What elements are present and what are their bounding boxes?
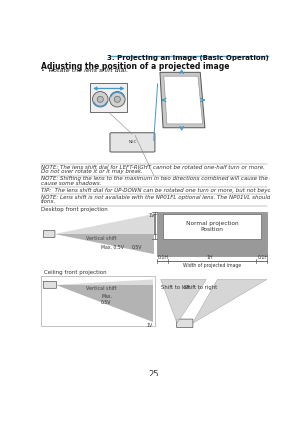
Text: 3. Projecting an Image (Basic Operation): 3. Projecting an Image (Basic Operation)	[107, 55, 268, 60]
Polygon shape	[161, 280, 206, 323]
Text: Do not over rotate it or it may break.: Do not over rotate it or it may break.	[40, 169, 142, 174]
Text: •  Rotate the lens shift dial.: • Rotate the lens shift dial.	[40, 68, 128, 73]
Text: 0.5V: 0.5V	[132, 245, 142, 250]
Text: TIP:  The lens shift dial for UP-DOWN can be rotated one turn or more, but not b: TIP: The lens shift dial for UP-DOWN can…	[40, 188, 300, 193]
Bar	[40, 276, 155, 326]
Polygon shape	[55, 214, 154, 254]
FancyBboxPatch shape	[177, 319, 193, 327]
Circle shape	[114, 96, 120, 102]
Text: 25: 25	[148, 370, 159, 379]
Text: 0.1H: 0.1H	[258, 255, 268, 260]
Text: Ceiling front projection: Ceiling front projection	[44, 270, 106, 275]
Text: Vertical shift: Vertical shift	[85, 286, 116, 291]
Text: NOTE: Lens shift is not available with the NP01FL optional lens. The NP01VL shou: NOTE: Lens shift is not available with t…	[40, 195, 300, 200]
Polygon shape	[55, 234, 154, 254]
Text: NOTE: The lens shift dial for LEFT-RIGHT cannot be rotated one-half turn or more: NOTE: The lens shift dial for LEFT-RIGHT…	[40, 165, 265, 170]
Polygon shape	[160, 72, 205, 128]
Text: 0.1H: 0.1H	[158, 255, 169, 260]
Text: 1V: 1V	[149, 213, 155, 218]
FancyBboxPatch shape	[110, 133, 155, 152]
FancyBboxPatch shape	[43, 281, 56, 288]
Text: Width of projected image: Width of projected image	[183, 263, 241, 267]
Bar	[157, 212, 267, 256]
Text: tions.: tions.	[40, 199, 56, 204]
Polygon shape	[164, 76, 202, 124]
Circle shape	[97, 96, 103, 102]
Text: 1H: 1H	[206, 255, 213, 260]
Text: Max.
0.5V: Max. 0.5V	[101, 294, 112, 305]
Text: NOTE: Shifting the lens to the maximum in two directions combined will cause the: NOTE: Shifting the lens to the maximum i…	[40, 176, 300, 181]
Text: Adjusting the position of a projected image: Adjusting the position of a projected im…	[40, 61, 229, 71]
Circle shape	[92, 91, 108, 107]
Text: cause some shadows.: cause some shadows.	[40, 181, 101, 186]
Bar	[90, 83, 128, 113]
Text: Vertical shift: Vertical shift	[85, 236, 116, 242]
Text: 1V: 1V	[147, 323, 153, 327]
Polygon shape	[193, 280, 267, 323]
Bar	[163, 214, 261, 239]
Text: Shift to left: Shift to left	[161, 285, 190, 290]
Text: Shift to right: Shift to right	[184, 285, 218, 290]
Text: Max. 0.5V: Max. 0.5V	[101, 245, 124, 250]
Polygon shape	[56, 285, 153, 322]
FancyBboxPatch shape	[43, 231, 55, 237]
Text: Desktop front projection: Desktop front projection	[40, 207, 107, 212]
Circle shape	[110, 91, 125, 107]
Text: NEC: NEC	[128, 140, 137, 144]
Text: Normal projection
Position: Normal projection Position	[186, 221, 238, 232]
Polygon shape	[56, 280, 153, 322]
